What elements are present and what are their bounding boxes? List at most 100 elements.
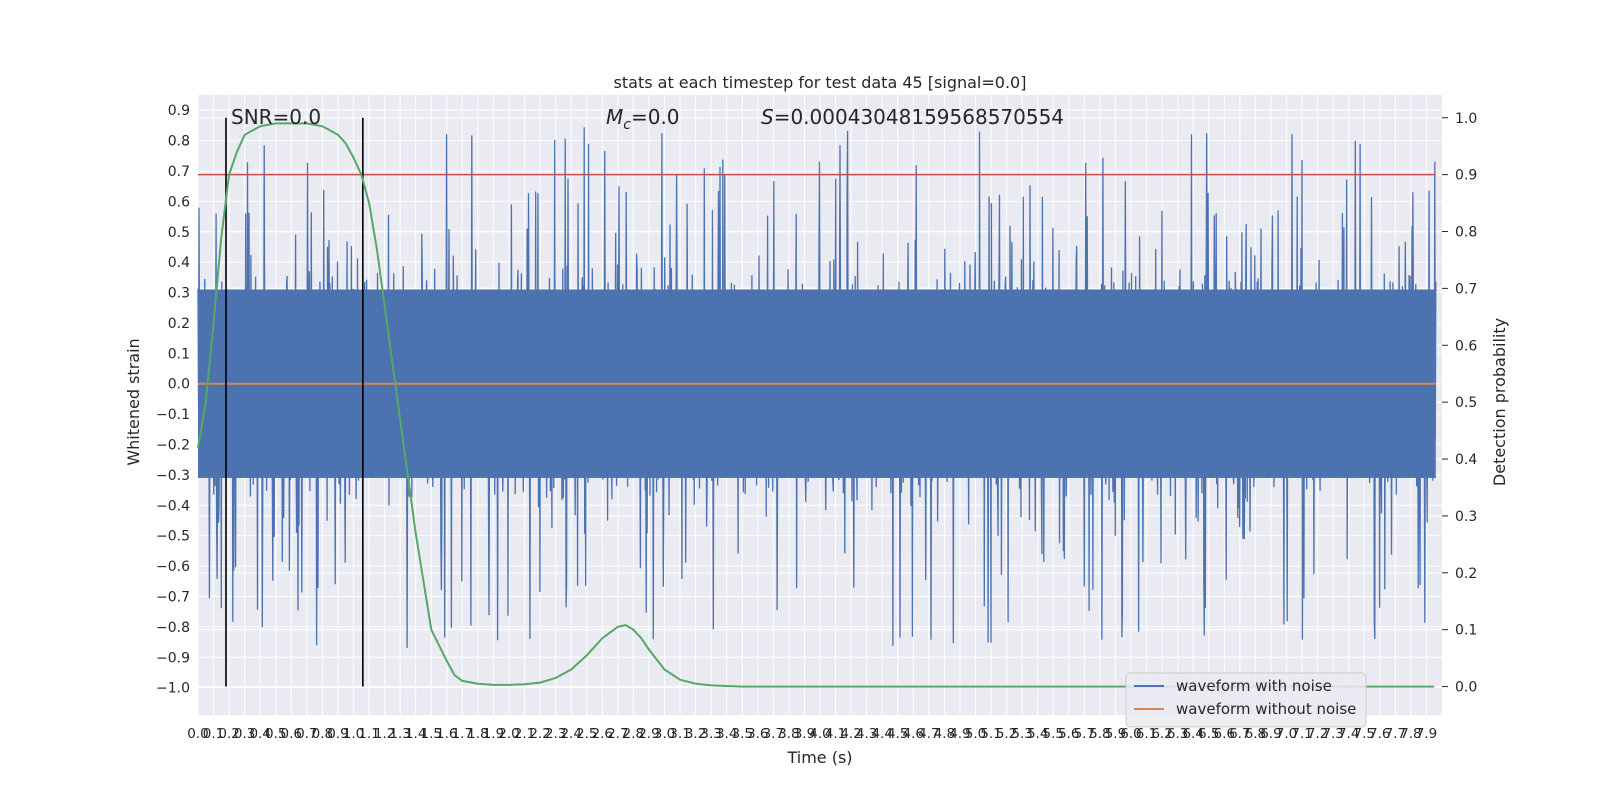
x-tick-label: 5.4 [1027,726,1048,742]
x-tick-label: 0.8 [312,726,333,742]
x-tick-label: 6.0 [1120,726,1141,742]
x-tick-label: 3.9 [794,726,815,742]
x-tick-label: 0.4 [249,726,270,742]
y-tick-label: 0.0 [168,377,190,393]
x-tick-label: 0.9 [327,726,348,742]
x-tick-label: 7.4 [1338,726,1359,742]
x-tick-label: 5.6 [1058,726,1079,742]
x-tick-label: 5.2 [996,726,1017,742]
y2-tick-label: 0.8 [1455,225,1477,241]
x-tick-label: 1.3 [389,726,410,742]
y2-tick-label: 0.6 [1455,338,1477,354]
y2-axis-ticks: 1.0 0.9 0.8 0.7 0.6 0.5 0.4 0.3 0.2 0.1 0.0 [1442,111,1477,696]
x-tick-label: 7.7 [1385,726,1406,742]
x-tick-label: 6.4 [1182,726,1203,742]
chirp-mass-symbol: M [606,105,623,129]
x-tick-label: 3.6 [747,726,768,742]
x-tick-label: 5.3 [1011,726,1032,742]
y2-tick-label: 1.0 [1455,111,1477,127]
y-tick-label: 0.4 [168,255,190,271]
x-tick-label: 4.3 [856,726,877,742]
x-tick-label: 5.5 [1043,726,1064,742]
x-tick-label: 3.7 [763,726,784,742]
y2-tick-label: 0.7 [1455,281,1477,297]
x-tick-label: 2.9 [638,726,659,742]
y-tick-label: 0.6 [168,194,190,210]
y2-tick-label: 0.2 [1455,566,1477,582]
x-tick-label: 6.6 [1214,726,1235,742]
x-tick-label: 1.4 [405,726,426,742]
x-tick-label: 1.9 [483,726,504,742]
legend-label-waveform-without-noise: waveform without noise [1176,700,1356,718]
x-tick-label: 2.6 [592,726,613,742]
x-tick-label: 4.2 [840,726,861,742]
x-tick-label: 6.7 [1229,726,1250,742]
score-symbol: S [761,105,774,129]
x-tick-label: 7.3 [1322,726,1343,742]
legend-label-waveform-with-noise: waveform with noise [1176,677,1332,695]
x-tick-label: 5.0 [965,726,986,742]
x-tick-label: 5.1 [980,726,1001,742]
x-tick-label: 2.3 [545,726,566,742]
x-tick-label: 7.5 [1354,726,1375,742]
x-tick-label: 2.4 [560,726,581,742]
x-tick-label: 0.0 [187,726,208,742]
y-tick-label: −0.9 [156,650,190,666]
y-axis-label: Whitened strain [124,338,143,465]
x-tick-label: 2.2 [529,726,550,742]
x-tick-label: 7.9 [1416,726,1437,742]
x-tick-label: 4.6 [903,726,924,742]
x-tick-label: 6.8 [1245,726,1266,742]
y2-tick-label: 0.4 [1455,452,1477,468]
y-tick-label: −0.2 [156,438,190,454]
x-tick-label: 0.7 [296,726,317,742]
x-tick-label: 4.8 [934,726,955,742]
x-tick-label: 3.5 [732,726,753,742]
score-value: =0.00043048159568570554 [774,105,1064,129]
x-tick-label: 0.6 [281,726,302,742]
chirp-mass-annotation: Mc=0.0 [606,105,680,133]
x-tick-label: 2.0 [498,726,519,742]
x-tick-label: 1.6 [436,726,457,742]
y-tick-label: −0.3 [156,468,190,484]
x-tick-label: 0.5 [265,726,286,742]
series-detection-probability [197,122,1435,688]
chart-title: stats at each timestep for test data 45 … [614,73,1027,92]
y-tick-label: −0.5 [156,529,190,545]
y-axis-ticks: 0.9 0.8 0.7 0.6 0.5 0.4 0.3 0.2 0.1 0.0 −0.1 −0.2 −0… [156,103,190,696]
y2-tick-label: 0.1 [1455,623,1477,639]
y-tick-label: 0.2 [168,316,190,332]
y-tick-label: −0.6 [156,559,190,575]
x-tick-label: 1.0 [343,726,364,742]
x-tick-label: 5.7 [1074,726,1095,742]
x-tick-label: 1.5 [421,726,442,742]
y-tick-label: −0.8 [156,620,190,636]
vertical-markers [225,117,364,687]
y-tick-label: −0.7 [156,589,190,605]
legend-box [1125,672,1367,728]
x-tick-label: 2.8 [623,726,644,742]
y-tick-label: 0.5 [168,225,190,241]
x-tick-label: 7.1 [1291,726,1312,742]
x-tick-label: 3.4 [716,726,737,742]
legend: waveform with noise waveform without noi… [1125,672,1367,728]
y2-tick-label: 0.3 [1455,509,1477,525]
x-tick-label: 2.7 [607,726,628,742]
x-tick-label: 3.3 [700,726,721,742]
x-tick-label: 4.7 [918,726,939,742]
x-tick-label: 0.3 [234,726,255,742]
y-tick-label: 0.8 [168,134,190,150]
x-tick-label: 6.5 [1198,726,1219,742]
x-tick-label: 6.3 [1167,726,1188,742]
y-tick-label: 0.7 [168,164,190,180]
chirp-mass-subscript: c [623,117,631,133]
x-tick-label: 6.1 [1136,726,1157,742]
x-tick-label: 3.1 [669,726,690,742]
x-tick-label: 3.2 [685,726,706,742]
y-tick-label: 0.1 [168,346,190,362]
y2-tick-label: 0.9 [1455,168,1477,184]
x-axis-label: Time (s) [786,748,852,767]
x-tick-label: 7.8 [1400,726,1421,742]
x-tick-label: 3.8 [778,726,799,742]
x-tick-label: 3.0 [654,726,675,742]
